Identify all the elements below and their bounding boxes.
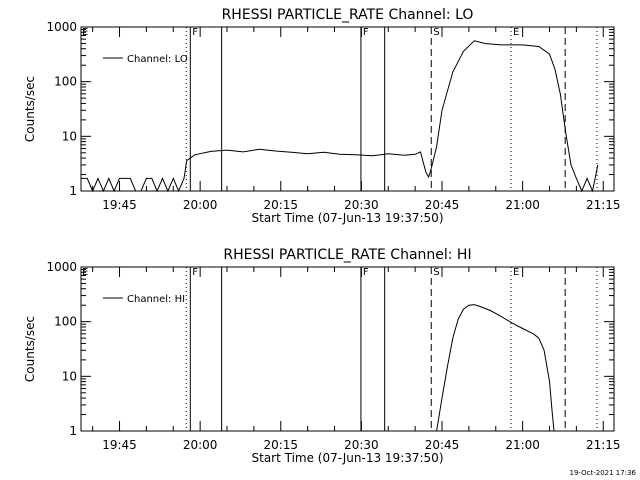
- event-marker-label: S: [433, 267, 439, 278]
- y-tick-label: 1000: [46, 20, 77, 34]
- event-marker-label: F: [192, 267, 198, 278]
- plot-frame: [80, 266, 615, 432]
- render-timestamp: 19-Oct-2021 17:36: [570, 469, 637, 477]
- x-tick-label: 19:45: [102, 438, 137, 452]
- y-axis-label: Counts/sec: [23, 76, 37, 142]
- x-axis-label: Start Time (07-Jun-13 19:37:50): [252, 211, 444, 225]
- corner-label: E: [82, 267, 88, 278]
- x-tick-label: 19:45: [102, 198, 137, 212]
- y-tick-label: 10: [62, 369, 77, 383]
- x-tick-label: 21:15: [586, 438, 621, 452]
- x-tick-label: 20:45: [425, 198, 460, 212]
- x-tick-label: 20:15: [263, 198, 298, 212]
- event-marker-label: F: [192, 27, 198, 38]
- event-marker-label: E: [513, 27, 519, 38]
- y-tick-label: 1: [69, 184, 77, 198]
- y-tick-label: 100: [54, 315, 77, 329]
- series-line-0: [81, 40, 599, 193]
- legend-entry: Channel: LO: [127, 54, 188, 65]
- x-tick-label: 20:45: [425, 438, 460, 452]
- hi-channel-panel: RHESSI PARTICLE_RATE Channel: HI 1 10 100 10…: [23, 247, 621, 465]
- x-tick-label: 20:15: [263, 438, 298, 452]
- corner-label: E: [82, 27, 88, 38]
- event-marker-label: F: [363, 27, 369, 38]
- x-tick-label: 21:00: [505, 438, 540, 452]
- lo-channel-panel: RHESSI PARTICLE_RATE Channel: LO 1 10 100 10…: [23, 7, 621, 225]
- x-tick-label: 20:00: [183, 438, 218, 452]
- x-tick-label: 21:00: [505, 198, 540, 212]
- chart-title: RHESSI PARTICLE_RATE Channel: HI: [223, 247, 471, 263]
- chart-title: RHESSI PARTICLE_RATE Channel: LO: [222, 7, 474, 23]
- x-tick-label: 20:00: [183, 198, 218, 212]
- x-axis-label: Start Time (07-Jun-13 19:37:50): [252, 451, 444, 465]
- x-tick-label: 20:30: [344, 438, 379, 452]
- y-tick-label: 10: [62, 129, 77, 143]
- y-tick-label: 100: [54, 75, 77, 89]
- event-marker-label: S: [433, 27, 439, 38]
- event-marker-label: F: [363, 267, 369, 278]
- y-tick-label: 1000: [46, 260, 77, 274]
- event-marker-label: E: [513, 267, 519, 278]
- x-tick-label: 21:15: [586, 198, 621, 212]
- y-axis-label: Counts/sec: [23, 316, 37, 382]
- plot-frame: [80, 26, 615, 192]
- y-tick-label: 1: [69, 424, 77, 438]
- series-line-0: [436, 304, 555, 432]
- x-tick-label: 20:30: [344, 198, 379, 212]
- legend-entry: Channel: HI: [127, 294, 185, 305]
